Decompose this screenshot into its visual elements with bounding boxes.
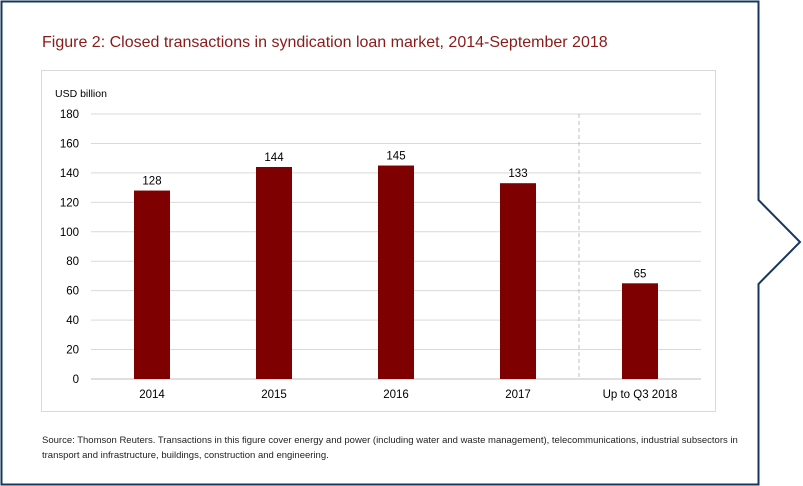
y-tick-label: 40 [66, 315, 79, 327]
data-label: 144 [264, 152, 284, 164]
y-tick-label: 140 [60, 168, 79, 180]
y-tick-label: 0 [73, 374, 79, 386]
bar [256, 167, 292, 379]
x-tick-label: Up to Q3 2018 [603, 389, 678, 401]
bar [622, 283, 658, 379]
y-axis-label: USD billion [55, 88, 107, 100]
data-label: 128 [142, 176, 161, 188]
data-label: 133 [508, 168, 527, 180]
bar [134, 190, 170, 379]
data-label: 65 [634, 268, 647, 280]
y-tick-label: 160 [60, 138, 79, 150]
x-tick-label: 2017 [505, 389, 531, 401]
bars [134, 165, 658, 379]
data-label: 145 [386, 151, 405, 163]
x-tick-labels: 2014 2015 2016 2017 Up to Q3 2018 [139, 389, 677, 401]
y-tick-label: 100 [60, 227, 79, 239]
x-tick-label: 2014 [139, 389, 165, 401]
x-tick-label: 2016 [383, 389, 409, 401]
x-tick-label: 2015 [261, 389, 287, 401]
source-note: Source: Thomson Reuters. Transactions in… [42, 435, 738, 461]
bar-chart: USD billion 0 20 40 60 80 100 120 140 160 180 128… [55, 88, 701, 401]
y-tick-label: 60 [66, 286, 79, 298]
y-tick-label: 180 [60, 109, 79, 121]
data-labels: 128 144 145 133 65 [142, 151, 646, 281]
bar [500, 183, 536, 379]
y-tick-label: 20 [66, 345, 79, 357]
y-tick-label: 120 [60, 197, 79, 209]
y-tick-labels: 0 20 40 60 80 100 120 140 160 180 [60, 109, 79, 386]
y-tick-label: 80 [66, 256, 79, 268]
bar [378, 165, 414, 379]
figure-title: Figure 2: Closed transactions in syndica… [42, 34, 608, 51]
